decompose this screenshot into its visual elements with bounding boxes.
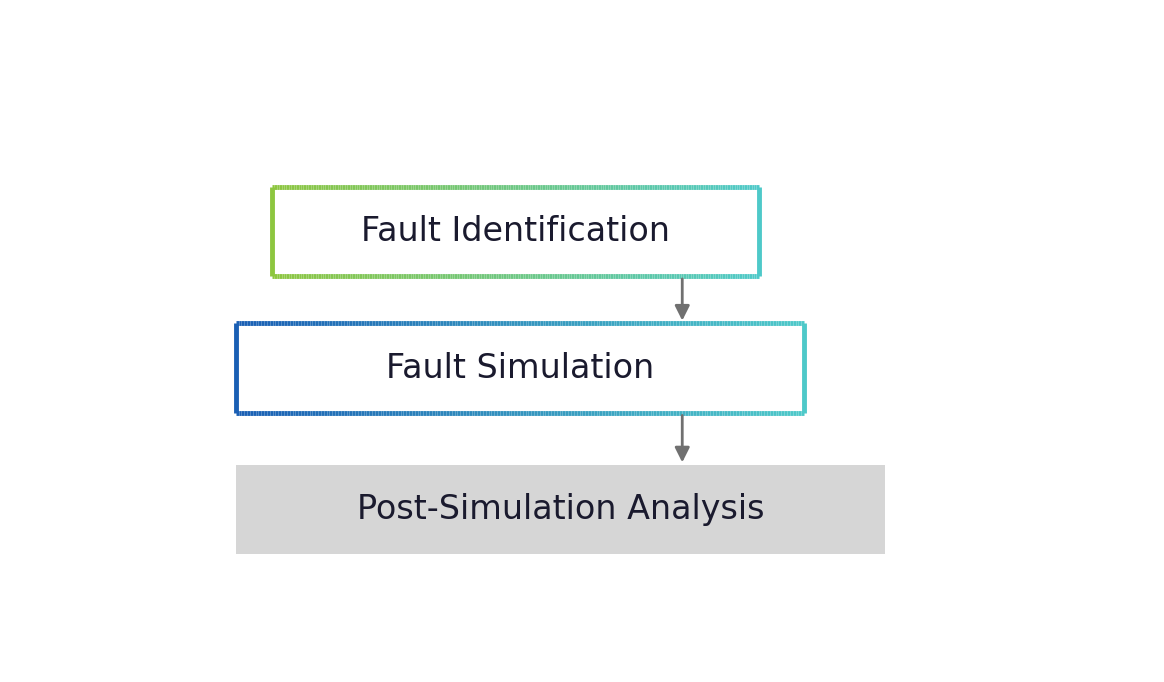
Bar [236, 323, 804, 413]
Text: Post-Simulation Analysis: Post-Simulation Analysis [356, 493, 765, 527]
Text: Fault Simulation: Fault Simulation [385, 351, 654, 385]
Bar [272, 187, 759, 276]
Bar [236, 465, 886, 554]
Text: Fault Identification: Fault Identification [361, 215, 669, 248]
